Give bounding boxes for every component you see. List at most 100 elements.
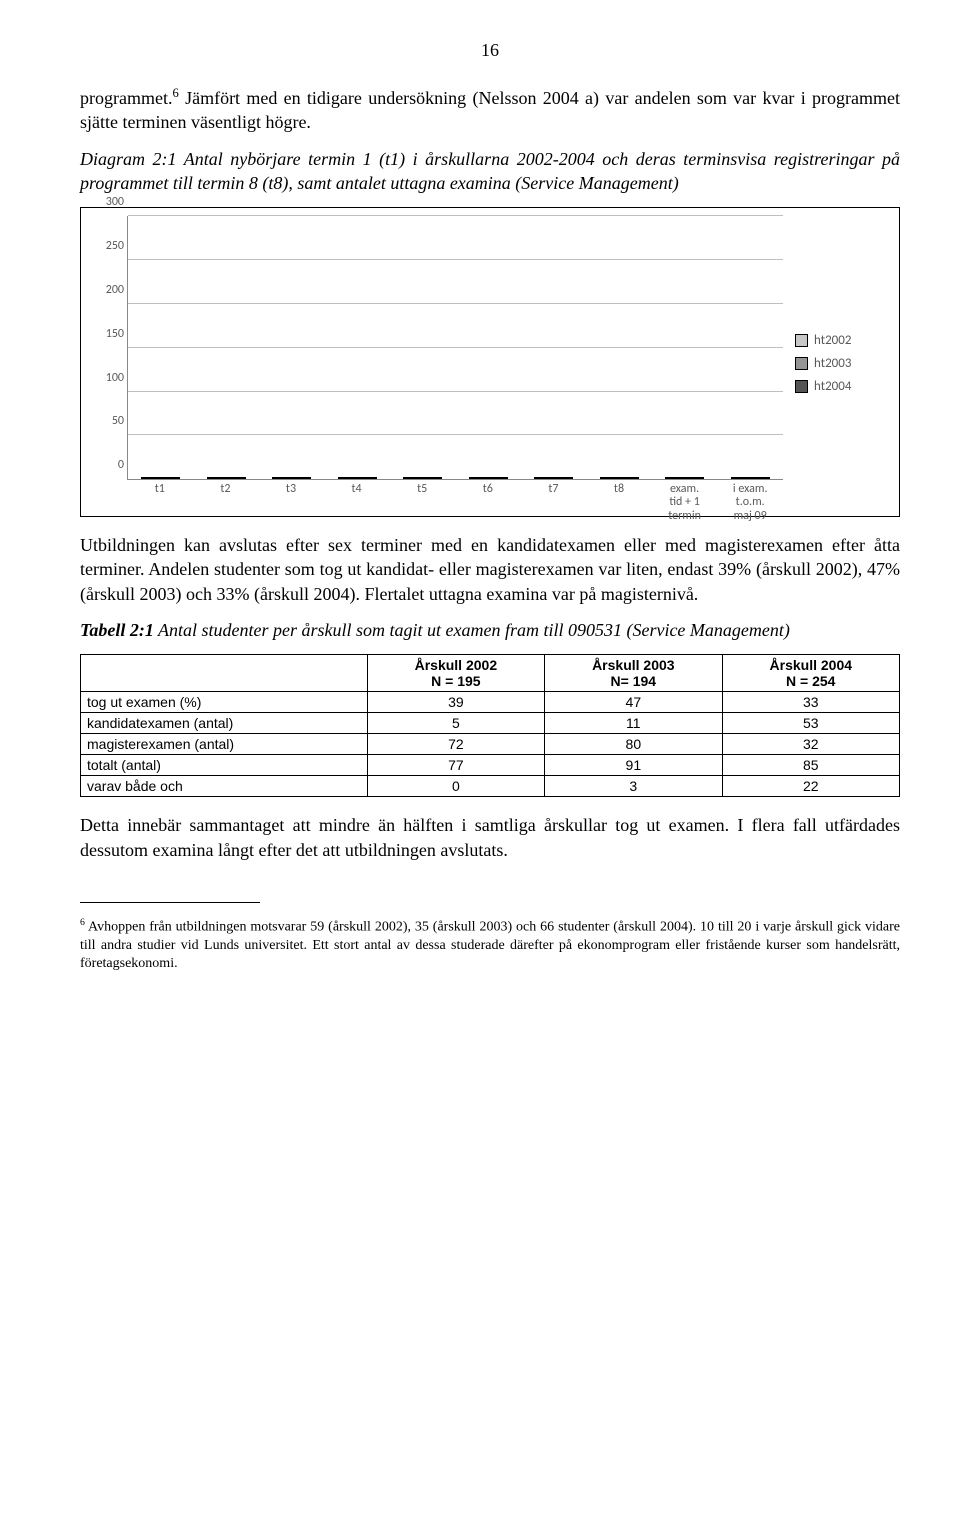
table-header-row: Årskull 2002 N = 195Årskull 2003 N= 194Å…: [81, 655, 900, 692]
chart-bar: [233, 477, 246, 479]
paragraph-3: Utbildningen kan avslutas efter sex term…: [80, 533, 900, 606]
table-cell: varav både och: [81, 776, 368, 797]
table-caption-rest: Antal studenter per årskull som tagit ut…: [154, 620, 790, 640]
data-table: Årskull 2002 N = 195Årskull 2003 N= 194Å…: [80, 654, 900, 797]
bar-chart: 050100150200250300 t1t2t3t4t5t6t7t8exam.…: [80, 207, 900, 517]
footnote-text: Avhoppen från utbildningen motsvarar 59 …: [80, 920, 900, 971]
table-header-cell: Årskull 2004 N = 254: [722, 655, 899, 692]
chart-y-tick: 300: [94, 195, 124, 209]
table-header-cell: Årskull 2003 N= 194: [545, 655, 722, 692]
table-row: magisterexamen (antal)728032: [81, 734, 900, 755]
chart-bar-group: [718, 477, 784, 479]
legend-swatch: [795, 380, 808, 393]
chart-x-tick: t1: [127, 483, 193, 496]
chart-bar: [403, 477, 416, 479]
chart-x-tick: exam. tid + 1 termin: [652, 483, 718, 523]
table-cell: 5: [367, 713, 544, 734]
chart-bar-group: [390, 477, 456, 479]
legend-item: ht2003: [795, 356, 887, 371]
chart-gridline: [128, 434, 783, 435]
table-row: varav både och0322: [81, 776, 900, 797]
table-header-cell: Årskull 2002 N = 195: [367, 655, 544, 692]
table-cell: 39: [367, 692, 544, 713]
chart-x-tick: t6: [455, 483, 521, 496]
table-cell: 77: [367, 755, 544, 776]
chart-bar: [678, 477, 691, 479]
legend-label: ht2004: [814, 379, 851, 394]
legend-label: ht2002: [814, 333, 851, 348]
table-cell: 32: [722, 734, 899, 755]
chart-plot: 050100150200250300: [127, 216, 783, 480]
table-cell: totalt (antal): [81, 755, 368, 776]
chart-gridline: [128, 215, 783, 216]
chart-bar-group: [456, 477, 522, 479]
table-cell: 80: [545, 734, 722, 755]
chart-bar-group: [194, 477, 260, 479]
legend-swatch: [795, 357, 808, 370]
chart-gridline: [128, 347, 783, 348]
chart-bar: [547, 477, 560, 479]
chart-y-tick: 250: [94, 239, 124, 253]
chart-bar: [469, 477, 482, 479]
chart-bar: [364, 477, 377, 479]
table-cell: 11: [545, 713, 722, 734]
chart-bar-group: [587, 477, 653, 479]
chart-bar: [141, 477, 154, 479]
chart-bar: [495, 477, 508, 479]
table-cell: 91: [545, 755, 722, 776]
chart-x-tick: t3: [258, 483, 324, 496]
chart-bar: [351, 477, 364, 479]
chart-x-tick: t8: [586, 483, 652, 496]
chart-bar: [207, 477, 220, 479]
chart-gridline: [128, 259, 783, 260]
table-cell: 47: [545, 692, 722, 713]
chart-x-labels: t1t2t3t4t5t6t7t8exam. tid + 1 termini ex…: [127, 480, 783, 510]
paragraph-5: Detta innebär sammantaget att mindre än …: [80, 813, 900, 862]
chart-bar: [731, 477, 744, 479]
chart-bar-group: [521, 477, 587, 479]
chart-gridline: [128, 303, 783, 304]
table-cell: magisterexamen (antal): [81, 734, 368, 755]
chart-bar: [613, 477, 626, 479]
table-cell: 53: [722, 713, 899, 734]
chart-x-tick: t4: [324, 483, 390, 496]
legend-item: ht2002: [795, 333, 887, 348]
chart-y-tick: 200: [94, 283, 124, 297]
table-header-cell: [81, 655, 368, 692]
legend-label: ht2003: [814, 356, 851, 371]
chart-y-tick: 50: [94, 414, 124, 428]
page: 16 programmet.6 Jämfört med en tidigare …: [0, 0, 960, 1047]
diagram-caption: Diagram 2:1 Antal nybörjare termin 1 (t1…: [80, 147, 900, 196]
chart-bar: [167, 477, 180, 479]
legend-item: ht2004: [795, 379, 887, 394]
chart-bar-group: [325, 477, 391, 479]
chart-bar: [560, 477, 573, 479]
chart-x-tick: t2: [193, 483, 259, 496]
chart-x-tick: t7: [521, 483, 587, 496]
chart-bar: [534, 477, 547, 479]
legend-swatch: [795, 334, 808, 347]
table-cell: 85: [722, 755, 899, 776]
table-cell: 33: [722, 692, 899, 713]
chart-bar: [665, 477, 678, 479]
chart-bars: [128, 216, 783, 479]
chart-bar: [691, 477, 704, 479]
table-cell: 72: [367, 734, 544, 755]
chart-bar: [416, 477, 429, 479]
chart-legend: ht2002 ht2003 ht2004: [783, 325, 887, 402]
chart-bar: [272, 477, 285, 479]
paragraph-1: programmet.6 Jämfört med en tidigare und…: [80, 85, 900, 135]
table-row: tog ut examen (%)394733: [81, 692, 900, 713]
chart-bar: [338, 477, 351, 479]
chart-bar-group: [128, 477, 194, 479]
table-row: kandidatexamen (antal)51153: [81, 713, 900, 734]
chart-bar-group: [259, 477, 325, 479]
chart-bar: [757, 477, 770, 479]
table-cell: tog ut examen (%): [81, 692, 368, 713]
table-row: totalt (antal)779185: [81, 755, 900, 776]
table-cell: kandidatexamen (antal): [81, 713, 368, 734]
table-caption-lead: Tabell 2:1: [80, 620, 154, 640]
table-cell: 22: [722, 776, 899, 797]
chart-bar: [429, 477, 442, 479]
table-cell: 3: [545, 776, 722, 797]
